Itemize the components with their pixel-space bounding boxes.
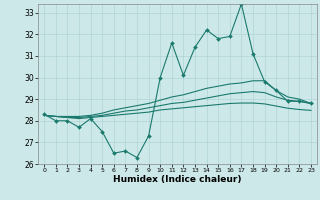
X-axis label: Humidex (Indice chaleur): Humidex (Indice chaleur)	[113, 175, 242, 184]
